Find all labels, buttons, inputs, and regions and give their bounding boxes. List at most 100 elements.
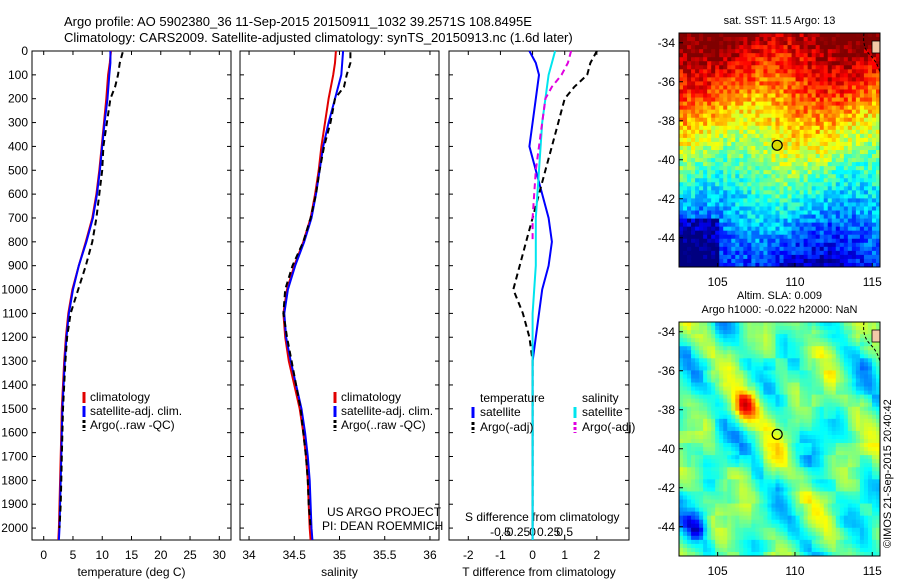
map-cell xyxy=(807,342,813,347)
map-cell xyxy=(827,250,833,256)
map-cell xyxy=(871,362,877,367)
map-cell xyxy=(863,33,869,38)
map-cell xyxy=(687,33,692,38)
map-cell xyxy=(799,162,805,167)
map-cell xyxy=(875,230,881,236)
map-cell xyxy=(707,69,712,74)
map-cell xyxy=(787,346,792,351)
map-cell xyxy=(775,218,780,224)
map-cell xyxy=(855,77,861,82)
map-cell xyxy=(831,370,837,375)
map-cell xyxy=(683,451,688,456)
map-cell xyxy=(839,133,845,139)
map-cell xyxy=(835,226,841,232)
map-cell xyxy=(759,73,764,78)
map-cell xyxy=(691,113,696,119)
map-cell xyxy=(735,467,740,472)
map-cell xyxy=(751,222,756,228)
map-cell xyxy=(711,186,716,191)
map-cell xyxy=(751,426,756,432)
map-cell xyxy=(711,178,716,183)
map-cell xyxy=(711,430,716,436)
map-cell xyxy=(735,390,740,396)
map-cell xyxy=(775,109,780,115)
map-cell xyxy=(851,326,857,331)
map-cell xyxy=(727,326,732,331)
map-cell xyxy=(767,129,772,135)
map-cell xyxy=(847,358,853,363)
map-cell xyxy=(855,89,861,94)
map-cell xyxy=(831,330,837,335)
map-cell xyxy=(799,158,805,163)
map-cell xyxy=(683,230,688,236)
map-cell xyxy=(719,77,724,82)
map-cell xyxy=(779,234,784,240)
map-cell xyxy=(751,230,756,236)
map-cell xyxy=(787,378,792,383)
map-cell xyxy=(743,218,748,224)
map-cell xyxy=(735,113,740,119)
map-cell xyxy=(787,166,792,171)
map-cell xyxy=(759,418,764,424)
map-cell xyxy=(859,459,865,464)
map-cell xyxy=(755,226,760,232)
map-cell xyxy=(759,154,764,159)
map-cell xyxy=(743,398,748,404)
map-cell xyxy=(767,162,772,167)
map-cell xyxy=(847,69,853,74)
map-cell xyxy=(747,158,752,163)
map-cell xyxy=(687,362,692,367)
map-cell xyxy=(719,145,724,151)
map-cell xyxy=(739,73,744,78)
map-cell xyxy=(715,238,720,244)
map-cell xyxy=(775,386,780,391)
map-cell xyxy=(711,93,716,98)
map-cell xyxy=(755,250,760,256)
map-cell xyxy=(807,434,813,440)
map-cell xyxy=(747,434,752,440)
map-cell xyxy=(711,370,716,375)
map-cell xyxy=(815,206,821,211)
map-cell xyxy=(839,410,845,416)
map-cell xyxy=(695,101,700,107)
map-cell xyxy=(735,170,740,175)
map-cell xyxy=(679,214,684,219)
map-cell xyxy=(767,137,772,143)
map-cell xyxy=(739,426,744,432)
map-cell xyxy=(851,386,857,391)
map-cell xyxy=(775,370,780,375)
map-cell xyxy=(827,69,833,74)
map-cell xyxy=(823,463,829,468)
map-cell xyxy=(839,451,845,456)
map-cell xyxy=(851,214,857,219)
map-cell xyxy=(771,242,776,248)
map-cell xyxy=(831,158,837,163)
map-cell xyxy=(839,354,845,359)
map-cell xyxy=(863,206,869,211)
map-cell xyxy=(787,53,792,58)
map-cell xyxy=(791,222,796,228)
map-cell xyxy=(747,370,752,375)
map-cell xyxy=(859,137,865,143)
map-cell xyxy=(703,463,708,468)
map-cell xyxy=(815,447,821,452)
map-cell xyxy=(803,406,809,412)
map-cell xyxy=(811,342,817,347)
map-cell xyxy=(795,443,800,448)
map-cell xyxy=(771,202,776,207)
map-cell xyxy=(763,322,768,327)
map-cell xyxy=(815,358,821,363)
map-cell xyxy=(827,418,833,424)
map-cell xyxy=(743,222,748,228)
map-cell xyxy=(855,422,861,428)
map-cell xyxy=(875,137,881,143)
map-cell xyxy=(731,262,736,268)
map-cell xyxy=(763,45,768,50)
map-cell xyxy=(823,410,829,416)
map-cell xyxy=(767,358,772,363)
map-cell xyxy=(815,162,821,167)
map-cell xyxy=(715,447,720,452)
map-cell xyxy=(707,338,712,343)
map-cell xyxy=(711,194,716,199)
map-cell xyxy=(847,226,853,232)
